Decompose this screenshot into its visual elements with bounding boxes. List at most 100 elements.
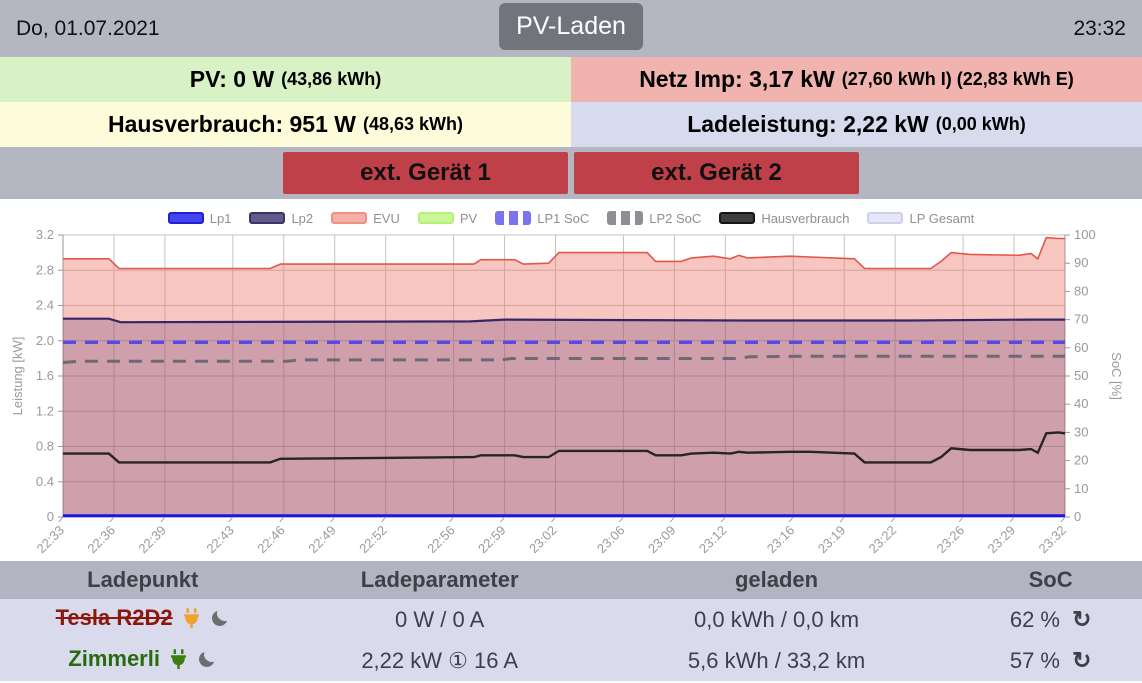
legend-label: Hausverbrauch [761, 210, 850, 226]
legend-swatch [249, 212, 286, 224]
chart-svg: 0 0.4 0.8 1.2 1.6 2.0 2.4 2.8 3.2 0 10 20 30 40 50 60 70… [10, 227, 1124, 557]
svg-text:0: 0 [47, 509, 54, 524]
legend-item-hausverbrauch[interactable]: Hausverbrauch [719, 211, 849, 226]
svg-text:23:26: 23:26 [934, 523, 968, 557]
chart: Lp1 Lp2 EVU PV LP1 SoC LP2 SoC Hausverbrauch LP… [0, 199, 1142, 561]
grid-import-energy: (27,60 kWh I) (22,83 kWh E) [841, 69, 1074, 89]
chargepoint-2-name[interactable]: Zimmerli [68, 646, 160, 671]
svg-text:23:06: 23:06 [594, 523, 628, 557]
legend-item-lp1-soc[interactable]: LP1 SoC [495, 211, 589, 226]
svg-text:23:02: 23:02 [526, 523, 560, 557]
status-panel: PV: 0 W (43,86 kWh) Netz Imp: 3,17 kW (2… [0, 57, 1142, 147]
svg-text:0.8: 0.8 [36, 439, 54, 454]
series-hausverbrauch [63, 431, 1066, 464]
legend-label: LP1 SoC [537, 210, 590, 226]
svg-text:22:36: 22:36 [84, 523, 118, 557]
chargepoint-1-soc: 62 % [1009, 607, 1060, 632]
svg-text:23:09: 23:09 [645, 523, 679, 557]
svg-text:23:22: 23:22 [866, 523, 900, 557]
svg-text:40: 40 [1074, 396, 1088, 411]
legend-swatch [167, 212, 204, 224]
legend-item-pv[interactable]: PV [417, 210, 478, 226]
svg-text:1.6: 1.6 [36, 368, 54, 383]
area-lp-gesamt [63, 318, 1065, 517]
legend-label: PV [459, 210, 478, 226]
col-ladepunkt: Ladepunkt [0, 561, 286, 599]
legend-swatch [719, 212, 756, 224]
legend-item-lp-gesamt[interactable]: LP Gesamt [867, 211, 974, 226]
night-charging-moon-icon [197, 649, 217, 675]
house-consumption-status: Hausverbrauch: 951 W (48,63 kWh) [0, 102, 571, 147]
y-axis-right-title: SoC [%] [1109, 352, 1124, 400]
grid-import-status: Netz Imp: 3,17 kW (27,60 kWh I) (22,83 k… [571, 57, 1142, 102]
legend-label: LP Gesamt [909, 210, 975, 226]
night-charging-moon-icon [210, 608, 230, 634]
ext-device-2-button[interactable]: ext. Gerät 2 [574, 152, 859, 194]
charge-power-energy: (0,00 kWh) [935, 114, 1026, 134]
col-ladeparameter: Ladeparameter [285, 561, 594, 599]
refresh-soc-icon[interactable]: ↻ [1072, 606, 1092, 632]
legend-label: Lp2 [291, 210, 314, 226]
svg-text:23:12: 23:12 [696, 523, 730, 557]
col-soc: SoC [959, 561, 1142, 599]
svg-text:2.8: 2.8 [36, 262, 54, 277]
svg-text:90: 90 [1074, 255, 1088, 270]
chargepoint-2-params: 2,22 kW ① 16 A [285, 640, 594, 681]
svg-text:22:33: 22:33 [34, 523, 68, 557]
legend-label: LP2 SoC [649, 210, 702, 226]
refresh-soc-icon[interactable]: ↻ [1072, 647, 1092, 673]
svg-text:23:16: 23:16 [764, 523, 798, 557]
pv-status: PV: 0 W (43,86 kWh) [0, 57, 571, 102]
chargepoint-2-soc: 57 % [1009, 648, 1060, 673]
legend-item-lp1[interactable]: Lp1 [167, 210, 232, 226]
chart-series [62, 236, 1066, 518]
grid-import-value: Netz Imp: 3,17 kW [639, 66, 835, 92]
legend-item-evu[interactable]: EVU [331, 211, 400, 226]
svg-text:23:19: 23:19 [815, 523, 849, 557]
chargepoint-1-name[interactable]: Tesla R2D2 [55, 605, 173, 630]
external-devices-row: ext. Gerät 1 ext. Gerät 2 [0, 147, 1142, 199]
plug-icon [171, 649, 187, 675]
svg-text:80: 80 [1074, 283, 1088, 298]
area-evu [63, 237, 1065, 517]
chargepoint-table: Ladepunkt Ladeparameter geladen SoC Tesl… [0, 561, 1142, 681]
plug-icon [183, 608, 199, 634]
svg-text:30: 30 [1074, 424, 1088, 439]
legend-item-lp2[interactable]: Lp2 [249, 211, 313, 226]
svg-text:2.0: 2.0 [36, 333, 54, 348]
series-lp2-soc [62, 354, 1065, 364]
table-header-row: Ladepunkt Ladeparameter geladen SoC [0, 561, 1142, 599]
svg-text:22:52: 22:52 [356, 523, 390, 557]
series-evu [63, 236, 1065, 270]
time-label: 23:32 [1073, 16, 1126, 40]
legend-swatch [331, 212, 368, 224]
legend-label: Lp1 [209, 210, 232, 226]
svg-text:50: 50 [1074, 368, 1088, 383]
pv-value: PV: 0 W [189, 66, 275, 92]
svg-text:23:29: 23:29 [985, 523, 1019, 557]
legend-label: EVU [373, 210, 400, 226]
svg-text:22:59: 22:59 [475, 523, 509, 557]
svg-text:23:32: 23:32 [1036, 523, 1070, 557]
svg-text:22:56: 22:56 [424, 523, 458, 557]
legend-swatch [607, 211, 644, 225]
charge-mode-button[interactable]: PV-Laden [499, 3, 643, 50]
svg-text:22:43: 22:43 [203, 523, 237, 557]
svg-text:0: 0 [1074, 509, 1081, 524]
svg-text:2.4: 2.4 [36, 298, 54, 313]
series-lp2 [63, 317, 1065, 324]
svg-text:22:46: 22:46 [254, 523, 288, 557]
svg-text:1.2: 1.2 [36, 403, 54, 418]
house-consumption-energy: (48,63 kWh) [362, 114, 463, 134]
charge-power-value: Ladeleistung: 2,22 kW [687, 111, 929, 137]
date-label: Do, 01.07.2021 [16, 16, 160, 40]
table-row-chargepoint-2: Zimmerli 2,22 kW ① 16 A 5,6 kWh / 33,2 k… [0, 640, 1142, 681]
svg-text:10: 10 [1074, 481, 1088, 496]
chargepoint-1-charged: 0,0 kWh / 0,0 km [593, 599, 960, 640]
svg-text:22:39: 22:39 [135, 523, 169, 557]
y-axis-left-title: Leistung [kW] [10, 337, 25, 416]
chargepoint-2-charged: 5,6 kWh / 33,2 km [593, 640, 960, 681]
ext-device-1-button[interactable]: ext. Gerät 1 [283, 152, 568, 194]
svg-text:100: 100 [1074, 229, 1096, 242]
legend-item-lp2-soc[interactable]: LP2 SoC [607, 211, 701, 226]
